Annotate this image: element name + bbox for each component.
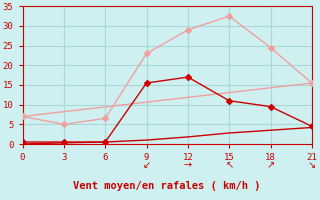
Text: ↗: ↗ bbox=[267, 161, 275, 171]
Text: ↙: ↙ bbox=[142, 161, 151, 171]
Text: ↖: ↖ bbox=[225, 161, 233, 171]
Text: →: → bbox=[184, 161, 192, 171]
X-axis label: Vent moyen/en rafales ( km/h ): Vent moyen/en rafales ( km/h ) bbox=[74, 181, 261, 191]
Text: ↘: ↘ bbox=[308, 161, 316, 171]
